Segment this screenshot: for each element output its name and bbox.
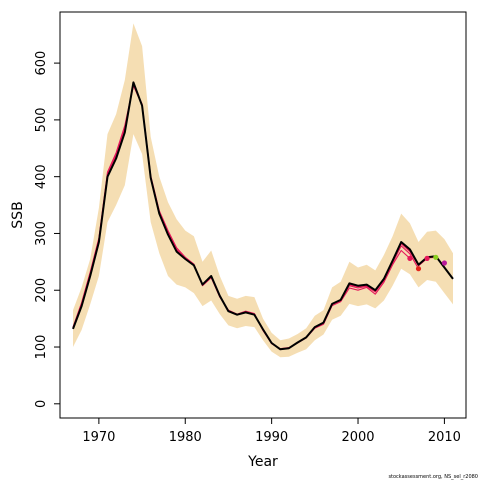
plot-frame bbox=[59, 11, 467, 419]
x-tick-label-2010: 2010 bbox=[428, 430, 461, 445]
y-tick-label-200: 200 bbox=[34, 278, 49, 303]
y-tick-label-400: 400 bbox=[34, 164, 49, 189]
endpoint-marker-2009 bbox=[433, 254, 439, 260]
y-axis-title: SSB bbox=[10, 201, 26, 228]
endpoint-marker-2010 bbox=[441, 260, 447, 266]
y-tick-label-100: 100 bbox=[34, 335, 49, 360]
series-lines-layer bbox=[72, 81, 454, 351]
x-axis: 1970 1980 1990 2000 2010 bbox=[82, 418, 461, 445]
y-tick-label-600: 600 bbox=[34, 51, 49, 76]
series-line-main bbox=[72, 81, 454, 351]
confidence-band-layer bbox=[73, 23, 453, 358]
confidence-band bbox=[73, 23, 453, 358]
x-tick-label-1990: 1990 bbox=[255, 430, 288, 445]
x-tick-label-2000: 2000 bbox=[341, 430, 374, 445]
footer-credit: stockassessment.org, NS_sel_r2080 bbox=[388, 474, 478, 480]
endpoint-marker-2007 bbox=[415, 266, 422, 272]
x-axis-title: Year bbox=[247, 454, 278, 470]
endpoint-marker-2006 bbox=[407, 255, 413, 261]
y-tick-label-300: 300 bbox=[34, 221, 49, 246]
y-axis: 0 100 200 300 400 500 600 bbox=[34, 51, 60, 408]
y-tick-label-0: 0 bbox=[34, 400, 49, 408]
x-tick-label-1980: 1980 bbox=[169, 430, 202, 445]
endpoint-markers-layer bbox=[407, 254, 447, 272]
endpoint-marker-2008 bbox=[424, 255, 430, 261]
x-tick-label-1970: 1970 bbox=[82, 430, 115, 445]
y-tick-label-500: 500 bbox=[34, 107, 49, 132]
